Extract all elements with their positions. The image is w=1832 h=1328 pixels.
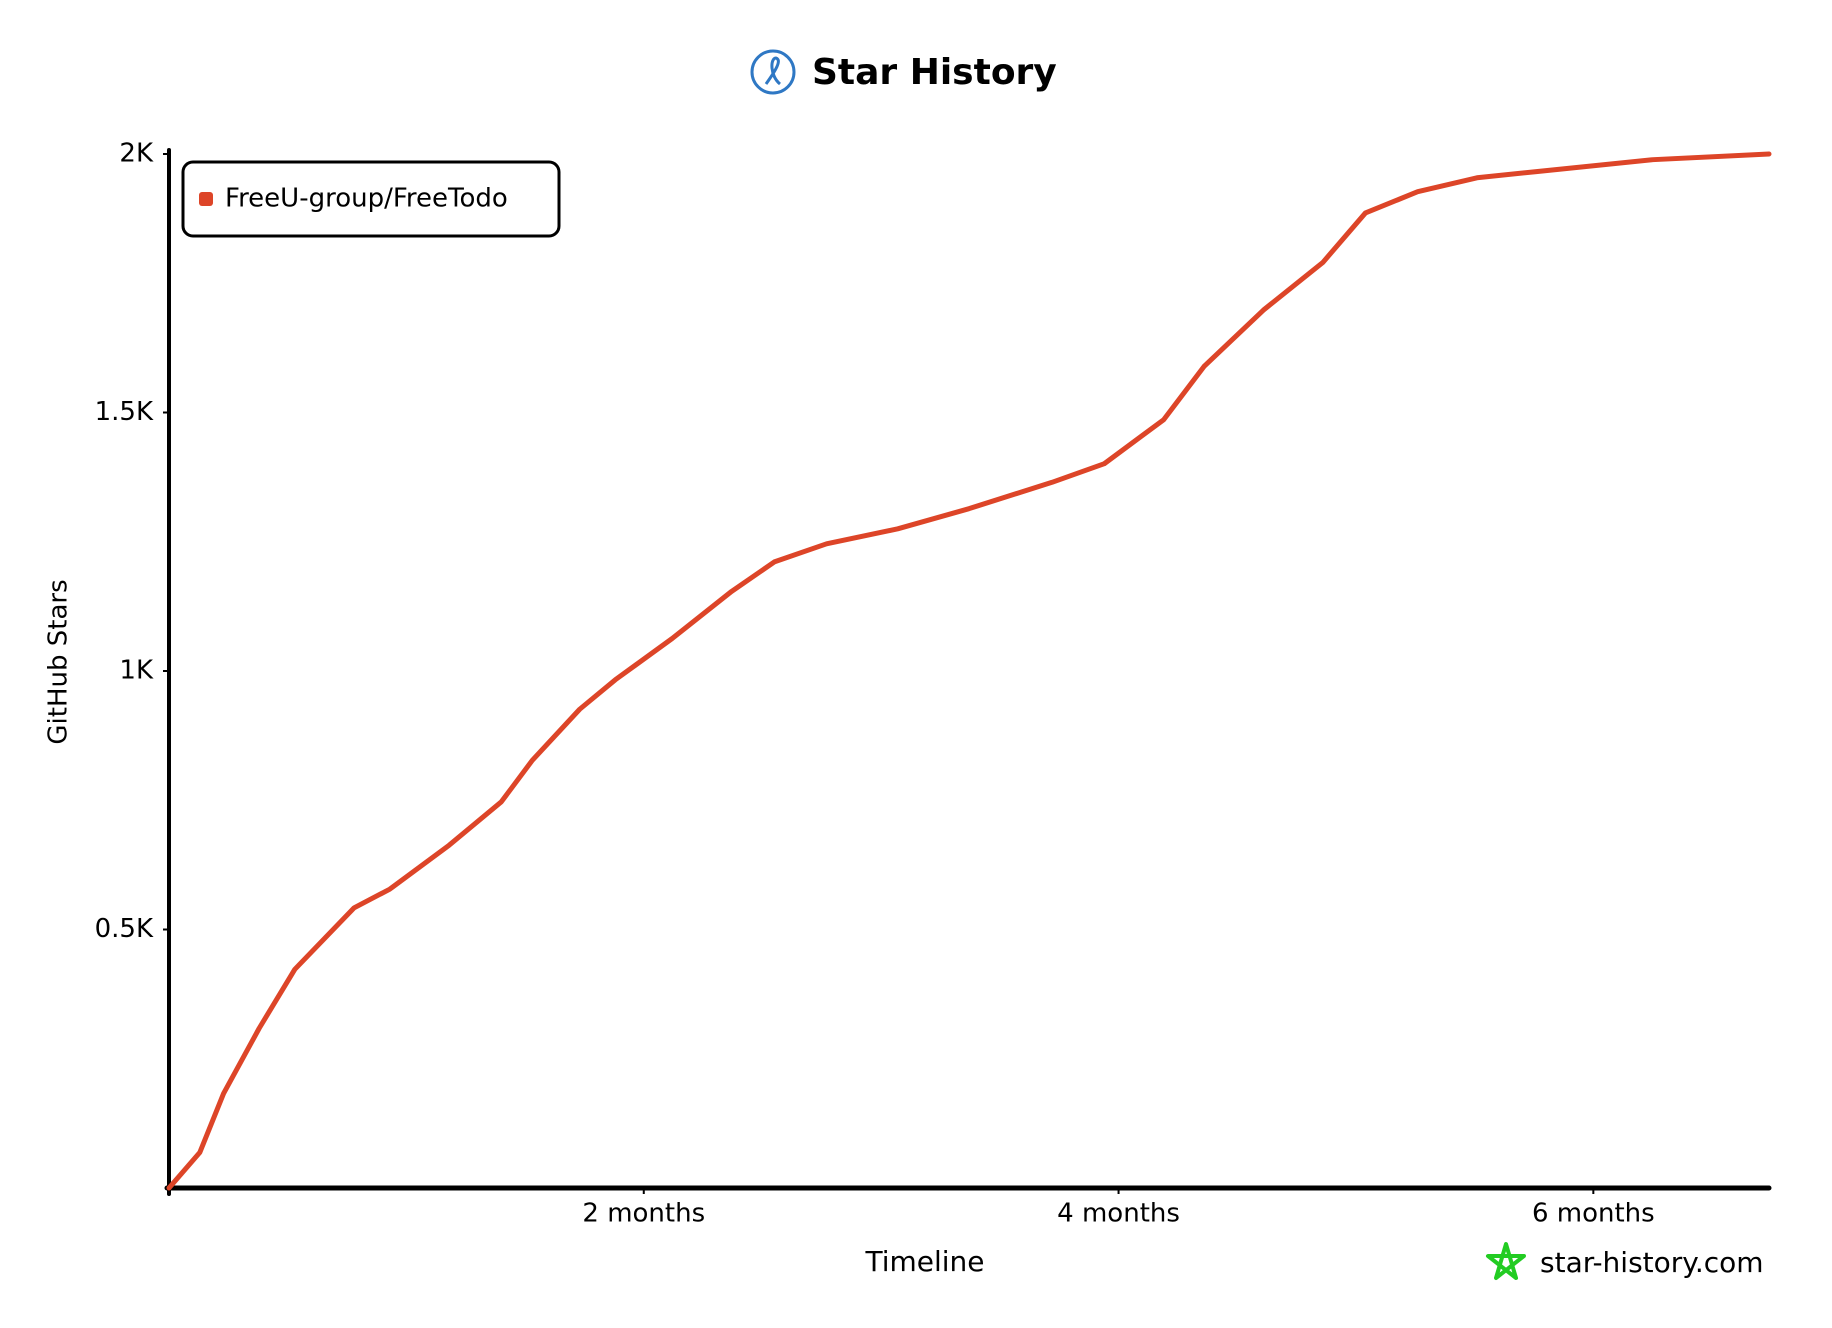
y-axis-label: GitHub Stars [44, 579, 74, 744]
x-tick-label: 4 months [1057, 1199, 1180, 1229]
chart-title: Star History [812, 52, 1057, 93]
y-tick-label: 1K [119, 656, 154, 686]
logo [750, 49, 796, 95]
source-badge: star-history.com [1486, 1242, 1764, 1280]
y-tick-label: 0.5K [95, 914, 154, 944]
legend-box [181, 160, 561, 238]
x-tick-label: 2 months [582, 1199, 705, 1229]
legend: FreeU-group/FreeTodo [181, 160, 561, 238]
x-axis-label: Timeline [864, 1245, 984, 1278]
legend-label: FreeU-group/FreeTodo [225, 184, 508, 214]
legend-swatch [199, 192, 213, 206]
y-tick-label: 2K [119, 139, 154, 169]
source-text: star-history.com [1540, 1246, 1764, 1279]
y-tick-label: 1.5K [95, 397, 154, 427]
x-tick-label: 6 months [1532, 1199, 1655, 1229]
series-line [166, 151, 1772, 1191]
